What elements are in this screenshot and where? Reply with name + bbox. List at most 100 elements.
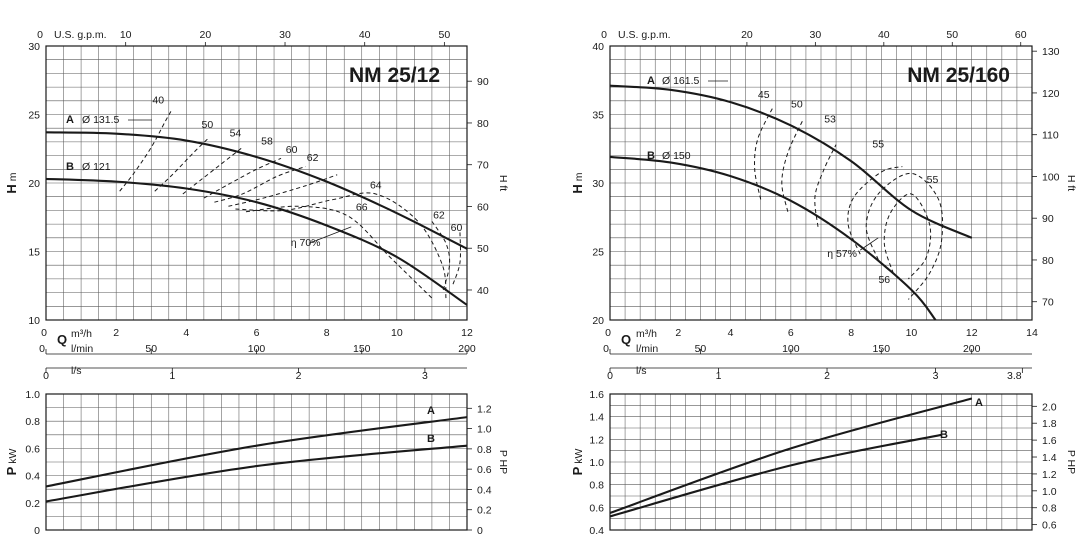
q-tick: 2 [675, 327, 681, 339]
h-ft-tick: 90 [477, 76, 489, 88]
efficiency-curve-55 [847, 166, 903, 255]
h-ft-tick: 90 [1042, 213, 1054, 225]
h-m-tick: 25 [28, 110, 40, 122]
h-ft-tick: 70 [1042, 297, 1054, 309]
right-head-grid-frame [609, 45, 1033, 321]
power-label-B: B [427, 433, 435, 445]
q-tick: 6 [788, 327, 794, 339]
p-hp-tick: 1.8 [1042, 418, 1057, 430]
p-kw-tick: 1.0 [25, 389, 40, 401]
ls-tick: 1 [716, 370, 722, 382]
h-ft-tick: 80 [1042, 255, 1054, 267]
h-m-tick: 25 [592, 247, 604, 259]
p-hp-tick: 0.8 [1042, 503, 1057, 515]
h-ft-tick: 70 [477, 160, 489, 172]
left-head-grid-frame [45, 45, 468, 321]
power-curve-A [45, 416, 468, 488]
h-axis-label: Hm [4, 172, 19, 193]
ls-tick: 3 [422, 370, 428, 382]
p-hp-tick: 0.8 [477, 444, 492, 456]
right-power-grid-frame [609, 393, 1033, 531]
p-hp-tick: 0.4 [477, 484, 492, 496]
lmin-tick: 200 [458, 343, 476, 355]
h-ft-tick: 50 [477, 243, 489, 255]
efficiency-curve-60 [452, 232, 461, 285]
h-ft-tick: 80 [477, 118, 489, 130]
p-kw-tick: 0.6 [589, 502, 604, 514]
efficiency-curve-50 [154, 138, 208, 192]
power-curve-A [609, 397, 972, 514]
usgpm-tick: 20 [741, 29, 753, 41]
impeller-label-A: Ø 161.5 [662, 75, 700, 87]
efficiency-curve-45 [754, 107, 774, 200]
p-hp-tick: 0.6 [477, 464, 492, 476]
efficiency-curve-53 [814, 144, 837, 227]
p-hp-tick: 1.2 [477, 403, 492, 415]
ls-tick: 0 [43, 370, 49, 382]
q-tick: 14 [1026, 327, 1038, 339]
curve-label-A: A [647, 75, 655, 87]
usgpm-label: U.S. g.p.m. [618, 29, 671, 41]
efficiency-label-60: 60 [451, 222, 463, 234]
usgpm-tick: 50 [439, 29, 451, 41]
p-axis-label: PkW [4, 449, 19, 476]
curve-label-A: A [66, 114, 74, 126]
efficiency-note: η 57% [827, 248, 857, 260]
efficiency-label-50: 50 [791, 99, 803, 111]
power-curve-B [609, 433, 942, 518]
lmin-tick: 0 [603, 343, 609, 355]
left-power-grid-frame [45, 393, 468, 531]
impeller-label-B: Ø 121 [82, 161, 111, 173]
p-hp-axis-label: P HP [497, 450, 509, 474]
efficiency-label-40: 40 [152, 95, 164, 107]
efficiency-label-58: 58 [261, 136, 273, 148]
lmin-label: l/min [71, 343, 93, 355]
h-m-tick: 40 [592, 41, 604, 53]
h-ft-axis-label: H ft [497, 175, 509, 191]
q-tick: 0 [605, 327, 611, 339]
h-ft-tick: 110 [1042, 130, 1059, 142]
q-tick: 4 [728, 327, 734, 339]
h-ft-tick: 40 [477, 285, 489, 297]
q-axis-label: Q [57, 332, 67, 347]
p-kw-tick: 0.4 [25, 471, 40, 483]
efficiency-label-55: 55 [927, 174, 939, 186]
usgpm-tick-zero: 0 [601, 29, 607, 41]
lmin-tick: 150 [353, 343, 371, 355]
head-curve-A [45, 131, 468, 250]
lmin-tick: 0 [39, 343, 45, 355]
ls-label: l/s [636, 365, 647, 377]
usgpm-tick: 40 [359, 29, 371, 41]
q-tick: 10 [391, 327, 403, 339]
q-tick: 12 [461, 327, 473, 339]
lmin-tick: 50 [145, 343, 157, 355]
h-m-tick: 35 [592, 110, 604, 122]
p-kw-tick: 0.6 [25, 443, 40, 455]
usgpm-tick: 50 [946, 29, 958, 41]
efficiency-note: η 70% [291, 237, 321, 249]
usgpm-tick: 30 [810, 29, 822, 41]
p-kw-tick: 1.0 [589, 457, 604, 469]
efficiency-label-60: 60 [286, 144, 298, 156]
efficiency-curve-62 [431, 221, 451, 293]
q-tick: 10 [906, 327, 918, 339]
ls-tick: 3 [933, 370, 939, 382]
efficiency-curve-58 [203, 157, 282, 199]
efficiency-label-56: 56 [878, 274, 890, 286]
p-hp-tick: 2.0 [1042, 401, 1057, 413]
impeller-label-A: Ø 131.5 [82, 114, 120, 126]
h-ft-tick: 60 [477, 201, 489, 213]
lmin-tick: 100 [248, 343, 266, 355]
ls-tick: 1 [169, 370, 175, 382]
curve-label-B: B [66, 161, 74, 173]
q-tick: 12 [966, 327, 978, 339]
q-tick: 0 [41, 327, 47, 339]
p-hp-axis-label: P HP [1065, 450, 1077, 474]
p-kw-tick: 0.8 [589, 480, 604, 492]
p-kw-tick: 0.8 [25, 416, 40, 428]
p-kw-tick: 1.2 [589, 434, 604, 446]
q-tick: 8 [848, 327, 854, 339]
efficiency-label-62: 62 [307, 152, 319, 164]
curve-label-B: B [647, 150, 655, 162]
efficiency-label-53: 53 [824, 114, 836, 126]
